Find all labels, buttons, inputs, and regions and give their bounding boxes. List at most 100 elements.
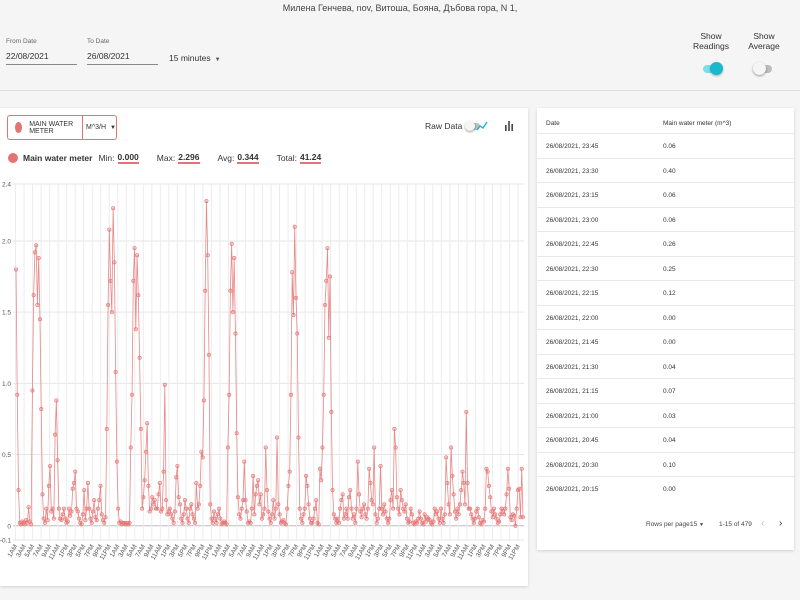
data-point	[460, 469, 465, 474]
data-point	[184, 506, 189, 511]
data-point	[432, 506, 437, 511]
table-row[interactable]: 26/08/2021, 21:30 0.04	[537, 353, 794, 379]
data-point	[43, 520, 48, 525]
data-point	[217, 506, 222, 511]
data-point	[268, 520, 273, 525]
data-point	[514, 506, 519, 511]
data-point	[248, 520, 253, 525]
data-point	[249, 506, 254, 511]
data-point	[379, 506, 384, 511]
data-point	[466, 506, 471, 511]
data-point	[88, 516, 93, 521]
prev-page-button[interactable]: ‹	[761, 518, 765, 529]
table-row[interactable]: 26/08/2021, 23:45 0.06	[537, 133, 794, 158]
data-point	[29, 522, 34, 527]
row-date: 26/08/2021, 23:45	[546, 143, 599, 150]
data-point	[389, 488, 394, 493]
rows-per-page-select[interactable]: 15 ▼	[690, 521, 704, 528]
data-point	[60, 512, 65, 517]
data-point	[517, 486, 522, 491]
data-point	[262, 506, 267, 511]
data-point	[131, 278, 136, 283]
data-point	[153, 506, 158, 511]
table-row[interactable]: 26/08/2021, 21:45 0.00	[537, 329, 794, 354]
table-row[interactable]: 26/08/2021, 20:15 0.00	[537, 476, 794, 501]
data-point	[232, 256, 237, 261]
show-readings-toggle[interactable]	[703, 62, 723, 75]
data-point	[102, 520, 107, 525]
max-value: 2.296	[178, 152, 200, 164]
table-row[interactable]: 26/08/2021, 21:15 0.07	[537, 378, 794, 403]
from-date-field[interactable]: From Date 22/08/2021	[6, 38, 77, 65]
table-row[interactable]: 26/08/2021, 21:00 0.03	[537, 402, 794, 428]
data-point	[277, 512, 282, 517]
data-point	[72, 481, 77, 486]
table-row[interactable]: 26/08/2021, 22:15 0.12	[537, 280, 794, 305]
data-point	[441, 520, 446, 525]
data-point	[254, 483, 259, 488]
data-point	[270, 512, 275, 517]
data-point	[193, 520, 198, 525]
data-point	[171, 520, 176, 525]
data-point	[138, 426, 143, 431]
page-range: 1-15 of 479	[719, 521, 752, 528]
data-point	[200, 455, 205, 460]
data-point	[509, 518, 514, 523]
bar-chart-icon[interactable]	[502, 119, 516, 133]
next-page-button[interactable]: ›	[779, 518, 783, 529]
interval-select[interactable]: 15 minutes ▼	[169, 53, 221, 63]
table-row[interactable]: 26/08/2021, 22:30 0.25	[537, 255, 794, 281]
from-date-input[interactable]: 22/08/2021	[6, 48, 77, 65]
data-point	[79, 522, 84, 527]
row-date: 26/08/2021, 23:00	[546, 216, 599, 224]
table-row[interactable]: 26/08/2021, 20:30 0.10	[537, 451, 794, 477]
data-point	[302, 506, 307, 511]
row-value: 0.04	[663, 363, 676, 371]
data-point	[65, 519, 70, 524]
unit-select[interactable]: M^3/H	[86, 124, 107, 131]
chevron-down-icon[interactable]: ▼	[110, 124, 116, 131]
data-point	[331, 512, 336, 517]
table-row[interactable]: 26/08/2021, 23:30 0.40	[537, 157, 794, 183]
raw-data-toggle[interactable]	[465, 120, 481, 131]
toggle-knob	[465, 120, 476, 131]
data-point	[407, 519, 412, 524]
col-header-value[interactable]: Main water meter (m^3)	[663, 120, 732, 127]
table-row[interactable]: 26/08/2021, 22:00 0.00	[537, 304, 794, 330]
data-point	[489, 509, 494, 514]
table-row[interactable]: 26/08/2021, 22:45 0.26	[537, 231, 794, 256]
data-point	[363, 512, 368, 517]
data-point	[198, 483, 203, 488]
chevron-down-icon: ▼	[214, 57, 221, 63]
row-date: 26/08/2021, 22:30	[546, 265, 599, 273]
data-point	[212, 509, 217, 514]
stats-row: Main water meter Min: 0.000 Max: 2.296 A…	[8, 152, 322, 164]
to-date-field[interactable]: To Date 26/08/2021	[87, 38, 158, 65]
data-point	[346, 495, 351, 500]
table-row[interactable]: 26/08/2021, 23:15 0.06	[537, 182, 794, 207]
table-row[interactable]: 26/08/2021, 20:45 0.04	[537, 427, 794, 452]
data-point	[283, 522, 288, 527]
data-point	[189, 502, 194, 507]
data-point	[225, 445, 230, 450]
data-point	[364, 516, 369, 521]
data-point	[378, 463, 383, 468]
data-point	[475, 506, 480, 511]
line-chart-icon[interactable]	[475, 119, 489, 133]
data-point	[239, 506, 244, 511]
data-point	[373, 512, 378, 517]
data-point	[394, 495, 399, 500]
data-point	[194, 481, 199, 486]
show-average-toggle[interactable]	[753, 62, 772, 75]
data-point	[136, 293, 141, 298]
meter-select[interactable]: MAIN WATER METER M^3/H ▼	[7, 115, 117, 140]
table-row[interactable]: 26/08/2021, 23:00 0.06	[537, 206, 794, 232]
col-header-date[interactable]: Date	[546, 120, 560, 127]
to-date-input[interactable]: 26/08/2021	[87, 48, 158, 65]
data-point	[391, 506, 396, 511]
meter-name: MAIN WATER METER	[29, 120, 74, 135]
row-value: 0.25	[663, 265, 676, 273]
data-point	[224, 522, 229, 527]
data-point	[461, 481, 466, 486]
data-point	[148, 506, 153, 511]
